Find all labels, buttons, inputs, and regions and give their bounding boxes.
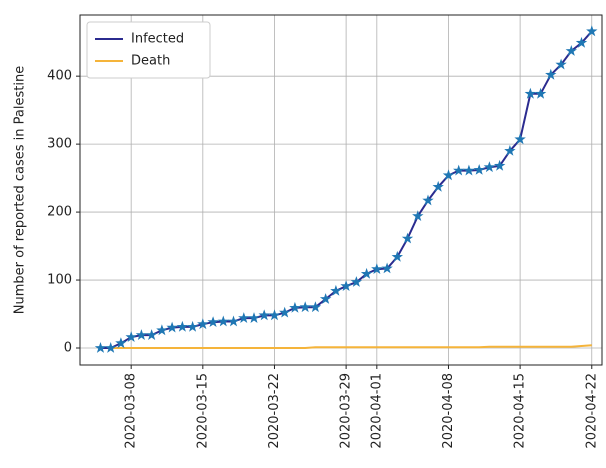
x-tick-label: 2020-03-15 (195, 373, 210, 449)
data-point (391, 250, 403, 262)
legend-label: Infected (131, 32, 184, 47)
data-point (340, 280, 352, 291)
data-point (432, 180, 444, 192)
data-point (115, 337, 127, 349)
data-point (555, 58, 567, 70)
x-tick-label: 2020-04-15 (513, 373, 528, 449)
data-point (248, 312, 260, 323)
x-tick-label: 2020-03-08 (124, 373, 139, 449)
data-point (360, 267, 373, 279)
x-tick-label: 2020-04-01 (369, 373, 384, 449)
data-point (534, 87, 547, 99)
data-point (176, 320, 189, 332)
y-axis-label: Number of reported cases in Palestine (13, 66, 28, 314)
data-point (442, 169, 455, 181)
x-tick-label: 2020-03-22 (267, 373, 282, 449)
y-tick-label: 200 (47, 205, 72, 220)
data-point (412, 210, 424, 221)
data-point (319, 293, 332, 304)
data-point (493, 159, 506, 171)
data-point (299, 301, 311, 313)
y-tick-label: 0 (64, 341, 72, 356)
data-point (156, 324, 168, 336)
data-point (309, 301, 322, 313)
data-point (453, 164, 465, 176)
data-point (575, 36, 588, 48)
x-tick-label: 2020-03-29 (339, 373, 354, 449)
data-point (463, 164, 475, 176)
data-point (524, 87, 537, 99)
data-point (473, 164, 485, 175)
legend-box (86, 21, 211, 79)
series-line (100, 344, 592, 349)
data-point (586, 25, 598, 37)
data-point (545, 68, 557, 80)
data-point (94, 342, 107, 353)
data-point (238, 312, 250, 323)
data-point (207, 316, 219, 327)
data-point (401, 232, 414, 244)
data-point (514, 133, 526, 145)
y-tick-label: 400 (47, 69, 72, 84)
data-point (258, 309, 270, 321)
data-point (565, 45, 577, 56)
data-point (371, 263, 383, 274)
y-tick-label: 100 (47, 273, 72, 288)
data-point (279, 306, 291, 318)
data-point (105, 342, 117, 353)
plot-frame (79, 14, 603, 366)
data-point (268, 309, 281, 321)
y-tick-label: 300 (47, 137, 72, 152)
data-point (135, 329, 148, 340)
data-point (227, 315, 240, 327)
data-point (330, 284, 342, 296)
x-tick-label: 2020-04-22 (584, 373, 599, 449)
data-point (381, 262, 393, 274)
data-point (289, 301, 301, 313)
data-point (350, 276, 363, 287)
data-point (197, 318, 209, 330)
data-point (422, 194, 434, 206)
x-tick-label: 2020-04-08 (441, 373, 456, 449)
data-point (125, 331, 137, 342)
data-point (483, 161, 496, 173)
legend-label: Death (131, 54, 170, 69)
data-point (186, 320, 199, 332)
data-point (145, 329, 158, 340)
data-point (504, 144, 516, 156)
data-point (217, 315, 229, 327)
legend: Infected Death (86, 21, 211, 79)
data-point (166, 321, 178, 333)
